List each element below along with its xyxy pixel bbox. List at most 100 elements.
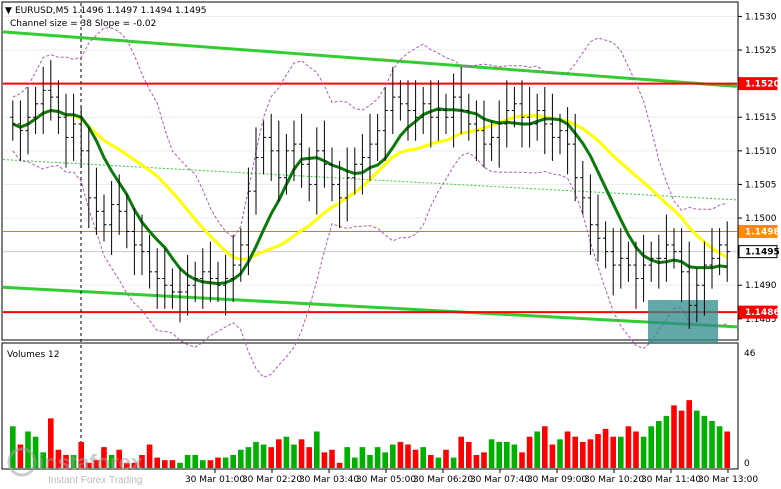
volume-axis-min: 0: [744, 459, 750, 469]
ohlc-bar: [405, 80, 411, 141]
ohlc-bar: [519, 80, 525, 148]
ohlc-bar: [549, 93, 555, 161]
ohlc-bar: [428, 80, 434, 148]
ohlc-bar: [116, 174, 122, 235]
ohlc-bar: [344, 147, 350, 222]
ohlc-bar: [443, 93, 449, 135]
ohlc-bar: [542, 87, 548, 155]
ohlc-bar: [557, 113, 563, 155]
price-tick-label: 1.1490: [745, 281, 777, 291]
channel-indicator-label: Channel size = 38 Slope = -0.02: [10, 19, 156, 29]
price-tag-label: 1.1486: [745, 308, 780, 318]
ohlc-bar: [724, 221, 730, 282]
ohlc-bar: [337, 160, 343, 229]
ohlc-bar: [466, 93, 472, 141]
ohlc-bar: [299, 113, 305, 188]
ohlc-bar: [534, 93, 540, 141]
ohlc-bar: [71, 93, 77, 161]
ohlc-bar: [679, 228, 685, 303]
ohlc-bar: [139, 214, 145, 276]
time-tick-label: 30 Mar 07:40: [470, 475, 530, 485]
ohlc-bar: [390, 66, 396, 135]
ohlc-bar: [283, 134, 289, 195]
ohlc-bar: [671, 228, 677, 269]
ohlc-bar: [230, 234, 236, 303]
ohlc-bar: [291, 120, 297, 182]
ohlc-bar: [276, 120, 282, 202]
ohlc-bar: [473, 100, 479, 161]
ohlc-bar: [192, 261, 198, 303]
ohlc-bar: [367, 113, 373, 182]
ohlc-bar: [382, 87, 388, 161]
ohlc-bar: [17, 100, 23, 161]
ohlc-bar: [625, 241, 631, 282]
ohlc-bar: [580, 160, 586, 215]
ohlc-bar: [10, 100, 16, 141]
time-tick-label: 30 Mar 11:40: [641, 475, 701, 485]
price-tag-label: 1.1498: [745, 227, 780, 237]
ohlc-bar: [565, 107, 571, 175]
ohlc-bar: [185, 255, 191, 316]
ohlc-bar: [359, 134, 365, 195]
ohlc-bar: [268, 113, 274, 182]
volume-bars-layer: [10, 400, 731, 468]
ohlc-bar: [595, 194, 601, 262]
ohlc-bar: [306, 147, 312, 202]
time-tick-label: 30 Mar 10:20: [584, 475, 644, 485]
ohlc-bar: [610, 228, 616, 296]
time-tick-label: 30 Mar 06:20: [413, 475, 473, 485]
envelope-layer: [12, 27, 728, 378]
time-tick-label: 30 Mar 02:20: [242, 475, 302, 485]
ohlc-bar: [223, 255, 229, 316]
price-tick-label: 1.1530: [745, 12, 777, 22]
ohlc-bar: [25, 87, 31, 155]
ohlc-bar: [78, 107, 84, 168]
ohlc-bar: [245, 167, 251, 276]
ohlc-bar: [329, 147, 335, 202]
time-tick-label: 30 Mar 05:00: [356, 475, 416, 485]
ohlc-bar: [633, 241, 639, 309]
ohlc-bar: [413, 80, 419, 141]
ohlc-bar: [238, 228, 244, 282]
ohlc-bar: [618, 228, 624, 289]
target-zone-box: [648, 300, 718, 344]
ohlc-bar: [154, 248, 160, 309]
ohlc-bar: [481, 100, 487, 168]
ohlc-bar: [656, 234, 662, 289]
price-tick-label: 1.1485: [745, 315, 777, 325]
ohlc-bar: [101, 194, 107, 242]
ohlc-bar: [124, 194, 130, 249]
channel-mid-line: [2, 159, 738, 201]
ohlc-bar: [93, 167, 99, 235]
price-tag: 1.1520: [738, 77, 780, 91]
ohlc-bar: [314, 127, 320, 215]
ohlc-bar: [261, 120, 267, 175]
ohlc-bar: [504, 80, 510, 148]
ohlc-bar: [451, 73, 457, 148]
volume-axis-max: 46: [744, 349, 756, 359]
symbol-dropdown-icon[interactable]: ▼: [5, 6, 12, 16]
ohlc-bar: [375, 113, 381, 161]
ohlc-bar: [48, 60, 54, 121]
ohlc-bar: [648, 241, 654, 282]
ohlc-bar: [709, 228, 715, 289]
ohlc-bar: [131, 207, 137, 276]
price-tag-label: 1.1520: [745, 80, 780, 90]
envelope-lower-line: [12, 150, 728, 378]
ohlc-bar: [200, 248, 206, 309]
ohlc-bar: [435, 80, 441, 141]
ohlc-bar: [587, 174, 593, 255]
time-tick-label: 30 Mar 09:00: [527, 475, 587, 485]
price-tag: 1.1495: [738, 245, 780, 259]
ohlc-bar: [215, 261, 221, 303]
ohlc-bar: [397, 80, 403, 121]
ohlc-bar: [701, 241, 707, 316]
symbol-ohlc-label: EURUSD,M5 1.1496 1.1497 1.1494 1.1495: [15, 6, 207, 16]
ohlc-bar: [147, 234, 153, 289]
watermark-tagline: Instant Forex Trading: [48, 475, 143, 486]
channel-layer: [2, 30, 738, 329]
price-tick-label: 1.1525: [745, 46, 777, 56]
ohlc-bar: [717, 228, 723, 276]
ohlc-bar: [663, 214, 669, 282]
price-tag: 1.1498: [738, 224, 780, 238]
